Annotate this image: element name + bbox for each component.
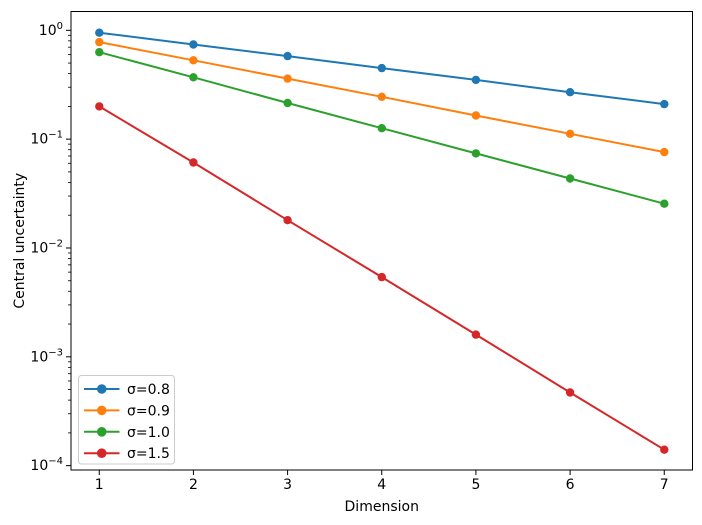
- data-point-σ=0.8-x5: [471, 75, 481, 85]
- data-point-σ=0.9-x5: [471, 111, 481, 120]
- data-point-σ=0.9-x7: [660, 147, 669, 157]
- data-point-σ=0.8-x1: [95, 28, 104, 37]
- plot-border: [70, 11, 693, 471]
- data-point-σ=1.0-x7: [660, 199, 669, 208]
- data-point-σ=1.0-x4: [377, 124, 386, 133]
- legend-marker-σ=1.5: [96, 448, 107, 459]
- y-axis-tick-label: 10−1: [30, 130, 63, 148]
- data-point-σ=1.5-x5: [471, 330, 481, 339]
- data-point-σ=1.5-x6: [565, 388, 575, 397]
- x-axis-tick-label: 5: [471, 477, 480, 493]
- data-point-σ=0.9-x4: [377, 92, 386, 102]
- legend-label: σ=0.9: [127, 403, 170, 419]
- data-point-σ=0.9-x6: [565, 129, 575, 138]
- x-axis-tick-label: 2: [189, 477, 198, 493]
- data-point-σ=1.0-x5: [471, 149, 481, 158]
- data-point-σ=1.0-x2: [189, 73, 198, 82]
- data-point-σ=1.5-x4: [377, 272, 386, 282]
- data-point-σ=0.8-x4: [377, 63, 386, 73]
- y-axis-label: Central uncertainty: [12, 173, 28, 309]
- x-axis-tick-label: 1: [95, 477, 104, 493]
- data-point-σ=1.5-x7: [660, 445, 669, 454]
- legend-marker-σ=1.0: [96, 427, 107, 437]
- x-axis-tick-label: 3: [283, 477, 292, 493]
- data-point-σ=0.9-x2: [189, 56, 198, 65]
- y-axis-tick-label: 10−4: [30, 456, 63, 474]
- data-point-σ=0.8-x7: [660, 99, 669, 109]
- data-point-σ=0.8-x6: [565, 88, 575, 97]
- legend-box: [78, 375, 175, 465]
- legend-label: σ=1.5: [127, 446, 170, 462]
- x-axis-tick-label: 6: [566, 477, 575, 493]
- legend-marker-σ=0.8: [96, 384, 107, 394]
- data-point-σ=1.5-x2: [189, 158, 198, 167]
- data-point-σ=0.9-x3: [283, 74, 292, 83]
- y-axis-tick-label: 10−3: [30, 347, 63, 365]
- data-point-σ=1.0-x6: [565, 174, 575, 183]
- y-axis-tick-label: 10−2: [30, 238, 63, 256]
- y-axis-tick-label: 100: [39, 21, 63, 39]
- data-point-σ=0.8-x3: [283, 51, 292, 61]
- legend-label: σ=0.8: [127, 382, 170, 398]
- data-point-σ=1.5-x3: [283, 216, 292, 225]
- data-point-σ=1.5-x1: [95, 102, 104, 111]
- legend-label: σ=1.0: [127, 425, 170, 441]
- data-point-σ=0.8-x2: [189, 40, 198, 49]
- legend-marker-σ=0.9: [96, 405, 107, 416]
- x-axis-label: Dimension: [345, 499, 419, 515]
- x-axis-tick-label: 7: [660, 477, 669, 493]
- x-axis-tick-label: 4: [377, 477, 386, 493]
- legend: σ=0.8 σ=0.9 σ=1.0 σ=1.5: [78, 375, 175, 465]
- data-point-σ=1.0-x3: [283, 98, 292, 108]
- data-point-σ=0.9-x1: [95, 37, 104, 47]
- data-point-σ=1.0-x1: [95, 48, 104, 57]
